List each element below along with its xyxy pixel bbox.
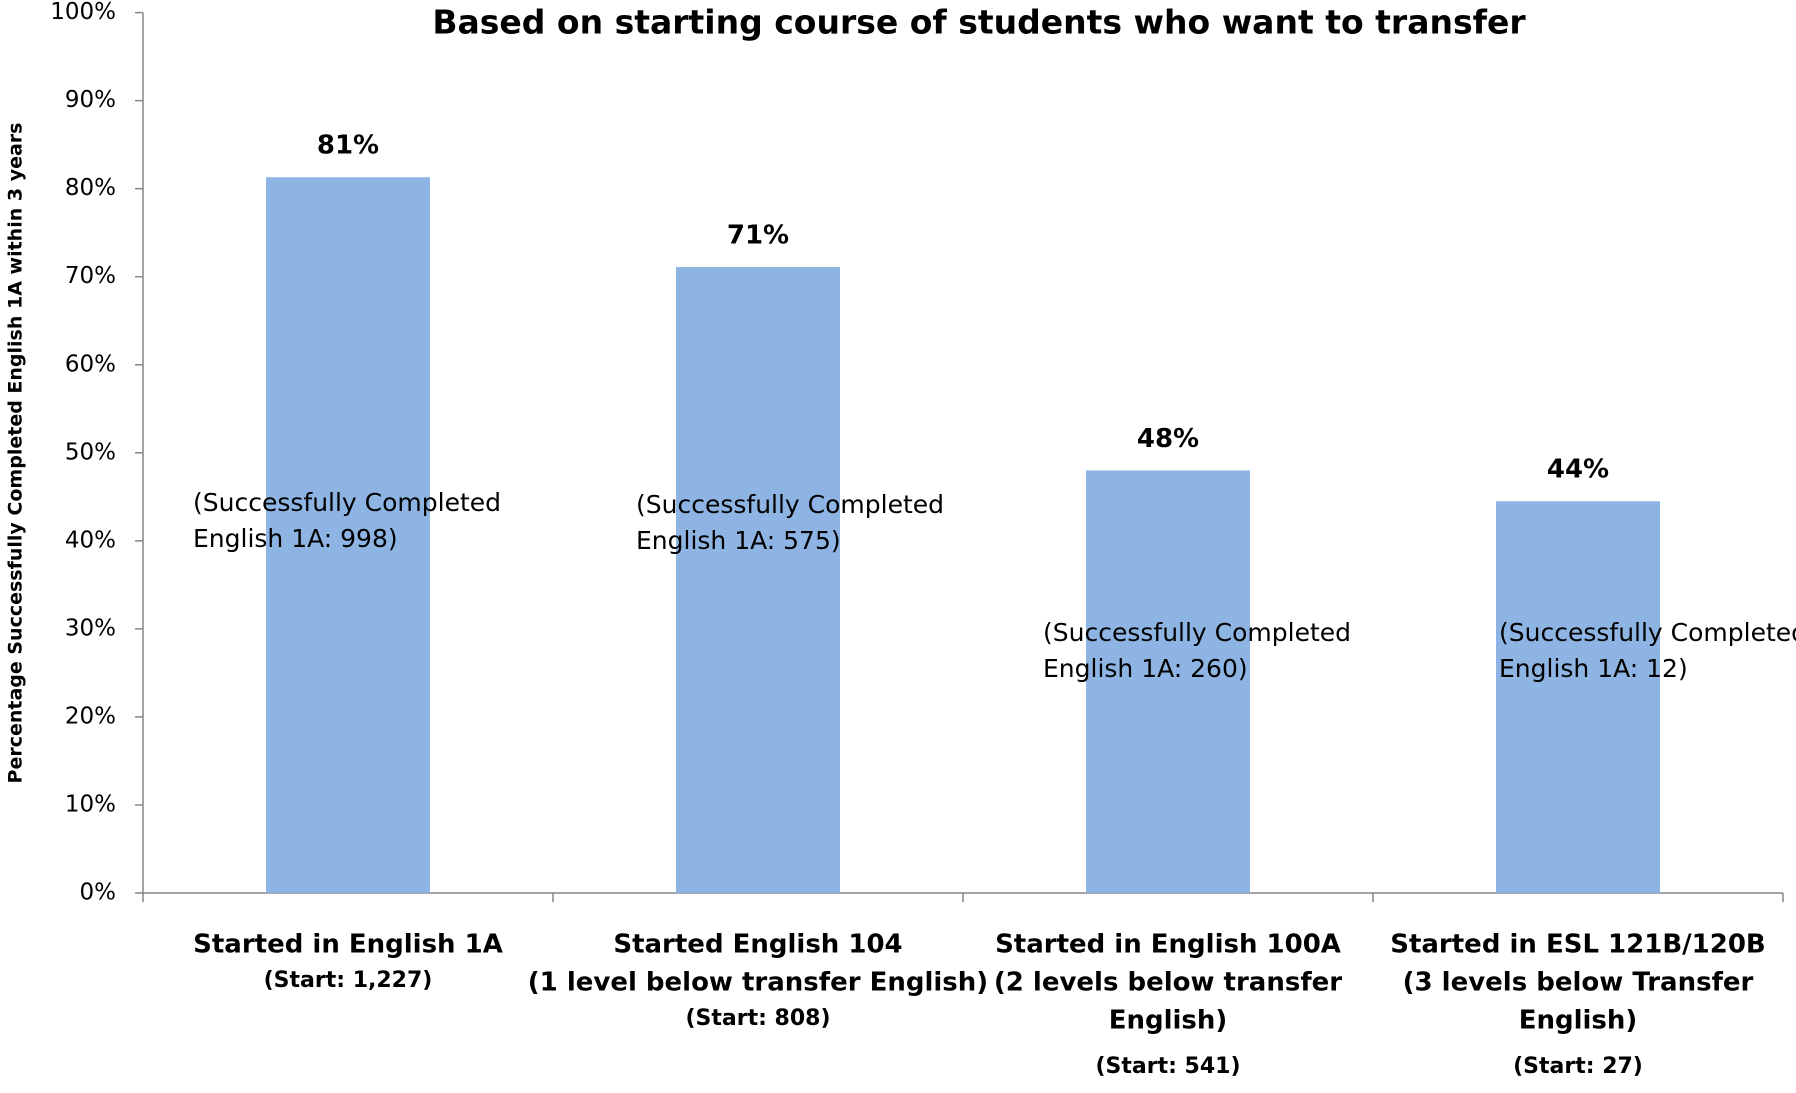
y-tick-label: 40%: [65, 527, 116, 553]
chart-title: Based on starting course of students who…: [432, 3, 1526, 42]
y-tick-label: 30%: [65, 615, 116, 641]
x-tick-label: (2 levels below transfer: [994, 968, 1342, 998]
x-tick-label: (3 levels below Transfer: [1403, 968, 1754, 998]
value-label: 48%: [1137, 424, 1199, 454]
annotation: (Successfully Completed: [193, 488, 501, 517]
start-label: (Start: 27): [1513, 1054, 1643, 1079]
y-tick-label: 80%: [65, 175, 116, 201]
y-tick-label: 60%: [65, 351, 116, 377]
value-label: 71%: [727, 221, 789, 251]
y-axis-title: Percentage Successfully Completed Englis…: [5, 123, 27, 784]
x-tick-label: Started in English 1A: [193, 930, 503, 960]
start-label: (Start: 1,227): [264, 968, 433, 993]
annotation: (Successfully Completed: [1499, 618, 1796, 647]
annotation: (Successfully Completed: [1043, 618, 1351, 647]
value-label: 81%: [317, 131, 379, 161]
value-label: 44%: [1547, 455, 1609, 485]
y-tick-label: 10%: [65, 791, 116, 817]
x-tick-label: Started in ESL 121B/120B: [1390, 930, 1766, 960]
y-tick-label: 20%: [65, 703, 116, 729]
annotation: English 1A: 12): [1499, 654, 1688, 683]
x-tick-label: (1 level below transfer English): [528, 968, 988, 998]
annotation: English 1A: 260): [1043, 654, 1248, 683]
y-tick-label: 90%: [65, 87, 116, 113]
y-tick-label: 0%: [80, 880, 117, 906]
bar: [1086, 470, 1250, 893]
x-tick-label: Started English 104: [613, 930, 902, 960]
start-label: (Start: 541): [1095, 1054, 1240, 1079]
annotation: English 1A: 575): [636, 526, 841, 555]
x-tick-label: English): [1519, 1006, 1638, 1036]
x-tick-label: English): [1109, 1006, 1228, 1036]
bar: [266, 177, 430, 893]
annotation: English 1A: 998): [193, 524, 398, 553]
start-label: (Start: 808): [685, 1006, 830, 1031]
y-tick-label: 50%: [65, 439, 116, 465]
y-tick-label: 100%: [50, 0, 116, 25]
bar: [1496, 501, 1660, 893]
x-tick-label: Started in English 100A: [995, 930, 1341, 960]
bar: [676, 267, 840, 893]
annotation: (Successfully Completed: [636, 490, 944, 519]
y-tick-label: 70%: [65, 263, 116, 289]
